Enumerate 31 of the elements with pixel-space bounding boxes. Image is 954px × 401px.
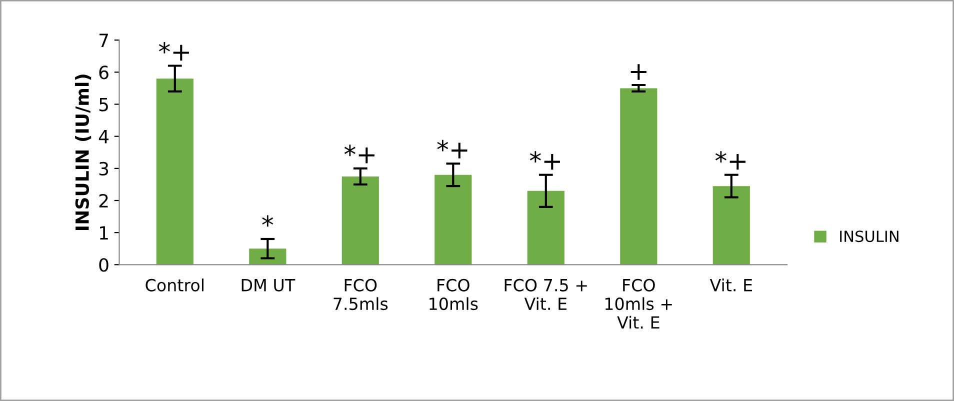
y-tick-label: 7	[100, 34, 108, 47]
y-tick-label: 5	[99, 98, 108, 112]
bar	[342, 176, 379, 265]
bar	[249, 248, 286, 265]
y-tick-label: 2	[99, 194, 108, 208]
bar	[434, 174, 472, 265]
y-tick-label: 0	[99, 258, 108, 272]
x-tick-label: Vit. E	[710, 278, 752, 292]
x-tick-label: FCO 7.5 + Vit. E	[504, 278, 587, 310]
bar	[156, 78, 194, 265]
bar	[527, 190, 564, 265]
annotation: *	[262, 215, 274, 227]
legend-label: INSULIN	[840, 230, 898, 242]
y-axis-title: INSULIN (IU/ml)	[75, 74, 92, 230]
annotation: +	[630, 64, 646, 80]
annotation: *+	[344, 144, 374, 164]
annotation: *+	[437, 140, 468, 158]
annotation: *+	[158, 42, 189, 61]
x-tick-label: DM UT	[242, 279, 296, 292]
x-tick-label: Control	[146, 278, 204, 292]
x-tick-label: FCO 10mls + Vit. E	[605, 278, 672, 329]
y-tick-label: 1	[100, 226, 108, 240]
y-tick-label: 4	[98, 130, 109, 144]
x-tick-label: FCO 10mls	[430, 278, 478, 310]
x-tick-label: FCO 7.5mls	[334, 278, 388, 310]
bar	[712, 186, 750, 265]
bar	[620, 88, 658, 265]
annotation: *+	[715, 151, 746, 170]
y-tick-label: 3	[99, 162, 108, 176]
annotation: *+	[530, 151, 560, 170]
y-tick-label: 6	[99, 66, 108, 80]
